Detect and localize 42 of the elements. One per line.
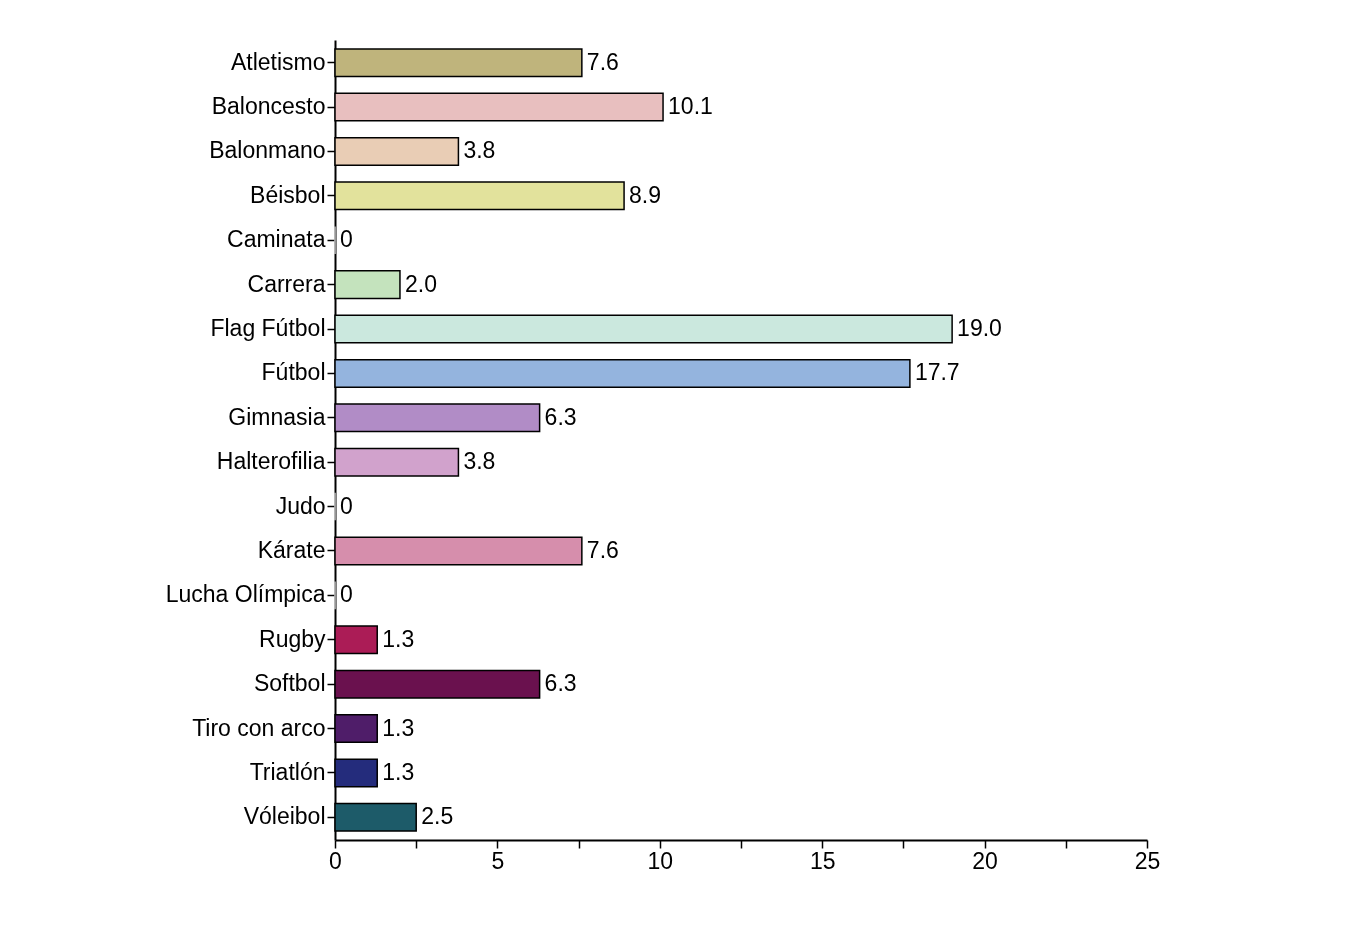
data-label: 19.0: [957, 315, 1002, 342]
y-tick-label: Softbol: [253, 670, 326, 697]
data-label: 17.7: [914, 359, 960, 386]
data-label: 0: [340, 581, 353, 608]
x-tick-label: 0: [329, 847, 342, 874]
data-label: 1.3: [382, 758, 415, 785]
x-tick-label: 20: [972, 847, 998, 874]
y-tick-label: Vóleibol: [243, 803, 326, 830]
data-label: 8.9: [629, 181, 662, 208]
y-tick-label: Tiro con arco: [192, 714, 326, 741]
y-tick-label: Fútbol: [261, 359, 326, 386]
y-tick-label: Flag Fútbol: [210, 315, 326, 342]
data-label: 1.3: [382, 714, 415, 741]
y-tick-label: Béisbol: [250, 181, 326, 208]
data-label: 3.8: [463, 448, 496, 475]
y-tick-label: Gimnasia: [228, 403, 326, 430]
y-tick-label: Halterofilia: [216, 448, 326, 475]
data-label: 1.3: [382, 625, 415, 652]
y-tick-label: Caminata: [227, 226, 326, 253]
data-label: 10.1: [668, 93, 713, 120]
y-tick-label: Carrera: [247, 270, 326, 297]
y-tick-label: Lucha Olímpica: [165, 581, 326, 608]
y-tick-label: Judo: [275, 492, 326, 519]
x-tick-label: 10: [647, 847, 674, 874]
x-tick-label: 15: [809, 847, 836, 874]
y-tick-label: Atletismo: [230, 48, 326, 75]
data-label: 6.3: [544, 670, 577, 697]
data-label: 0: [340, 226, 353, 253]
data-label: 3.8: [463, 137, 496, 164]
x-tick-label: 5: [491, 847, 505, 874]
data-label: 7.6: [586, 48, 619, 75]
y-tick-label: Baloncesto: [211, 93, 326, 120]
y-tick-label: Kárate: [257, 536, 326, 563]
data-label: 0: [340, 492, 353, 519]
y-tick-label: Triatlón: [249, 758, 326, 785]
data-label: 2.0: [404, 270, 437, 297]
data-label: 6.3: [544, 403, 577, 430]
data-label: 2.5: [421, 803, 454, 830]
y-tick-label: Rugby: [259, 625, 326, 652]
data-label: 7.6: [586, 536, 619, 563]
y-tick-label: Balonmano: [209, 137, 326, 164]
x-tick-label: 25: [1134, 847, 1161, 874]
